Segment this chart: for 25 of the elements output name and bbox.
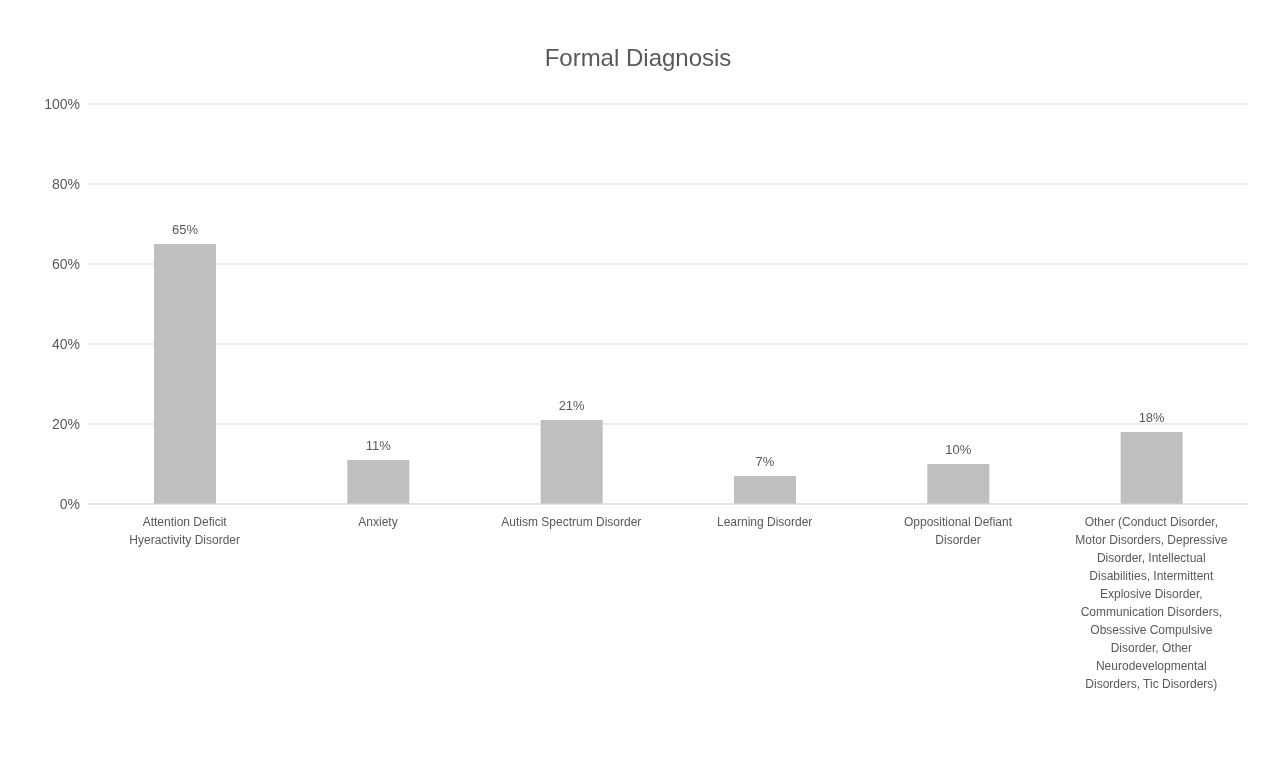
x-tick-label: Attention Deficit Hyeractivity Disorder [129,515,241,547]
y-tick-label: 40% [51,335,80,352]
y-tick-label: 100% [44,95,80,112]
chart-title: Formal Diagnosis [543,43,733,73]
y-tick-label: 20% [51,415,80,432]
y-tick-label: 80% [51,175,80,192]
data-label: 21% [558,398,586,413]
bar [347,460,410,504]
y-tick-label: 0% [59,495,80,512]
data-label: 11% [365,438,392,453]
x-tick-label: Oppositional Defiant Disorder [903,515,1013,547]
data-label: 18% [1138,410,1166,425]
y-tick-label: 60% [51,255,80,272]
bar [734,476,796,504]
data-label: 10% [945,442,972,457]
category-label: Other (Conduct Disorder, Motor Disorders, Depressive Disorder, Intellectual Disabilities, Intermittent Explosive Disorder, Communication Disorders, Obsessive Compulsive Disorder, Other Neurodevelopmental Disorders, Tic Disorders) [1075,515,1228,691]
data-label: 7% [755,454,775,469]
x-tick-label: Learning Disorder [716,515,813,529]
bar [1120,432,1183,504]
x-tick-label: Autism Spectrum Disorder [501,515,642,529]
x-tick-label: Anxiety [358,515,398,529]
data-label: 65% [171,222,199,237]
bar [154,244,216,504]
bar [540,420,603,504]
bar [927,464,990,504]
